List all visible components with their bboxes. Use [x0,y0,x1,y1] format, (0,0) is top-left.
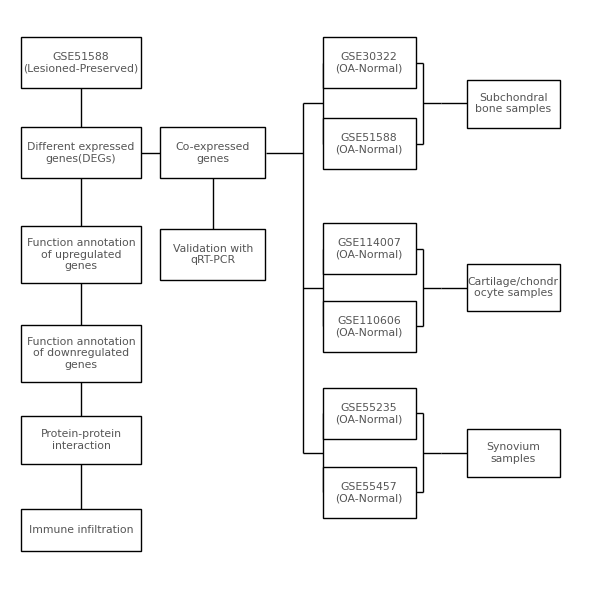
FancyBboxPatch shape [323,467,415,518]
Text: GSE114007
(OA-Normal): GSE114007 (OA-Normal) [335,238,403,259]
FancyBboxPatch shape [21,325,141,382]
Text: Different expressed
genes(DEGs): Different expressed genes(DEGs) [28,142,134,164]
Text: Synovium
samples: Synovium samples [486,442,540,464]
Text: GSE110606
(OA-Normal): GSE110606 (OA-Normal) [335,316,403,337]
Text: GSE55235
(OA-Normal): GSE55235 (OA-Normal) [335,403,403,424]
FancyBboxPatch shape [21,226,141,283]
Text: GSE55457
(OA-Normal): GSE55457 (OA-Normal) [335,482,403,503]
Text: Validation with
qRT-PCR: Validation with qRT-PCR [173,244,253,265]
Text: Function annotation
of downregulated
genes: Function annotation of downregulated gen… [26,337,136,370]
FancyBboxPatch shape [21,509,141,551]
FancyBboxPatch shape [160,229,265,280]
Text: Cartilage/chondr
ocyte samples: Cartilage/chondr ocyte samples [467,277,559,298]
FancyBboxPatch shape [467,429,560,477]
Text: GSE30322
(OA-Normal): GSE30322 (OA-Normal) [335,52,403,74]
FancyBboxPatch shape [323,119,415,169]
FancyBboxPatch shape [323,37,415,88]
FancyBboxPatch shape [467,264,560,311]
Text: Function annotation
of upregulated
genes: Function annotation of upregulated genes [26,238,136,271]
Text: GSE51588
(OA-Normal): GSE51588 (OA-Normal) [335,133,403,155]
Text: Immune infiltration: Immune infiltration [29,525,133,535]
FancyBboxPatch shape [21,128,141,179]
Text: Protein-protein
interaction: Protein-protein interaction [41,429,121,451]
Text: Subchondral
bone samples: Subchondral bone samples [475,93,551,114]
FancyBboxPatch shape [21,416,141,464]
FancyBboxPatch shape [160,128,265,179]
Text: GSE51588
(Lesioned-Preserved): GSE51588 (Lesioned-Preserved) [23,52,139,74]
FancyBboxPatch shape [467,80,560,128]
FancyBboxPatch shape [323,223,415,274]
FancyBboxPatch shape [21,37,141,88]
FancyBboxPatch shape [323,301,415,352]
FancyBboxPatch shape [323,388,415,438]
Text: Co-expressed
genes: Co-expressed genes [176,142,250,164]
